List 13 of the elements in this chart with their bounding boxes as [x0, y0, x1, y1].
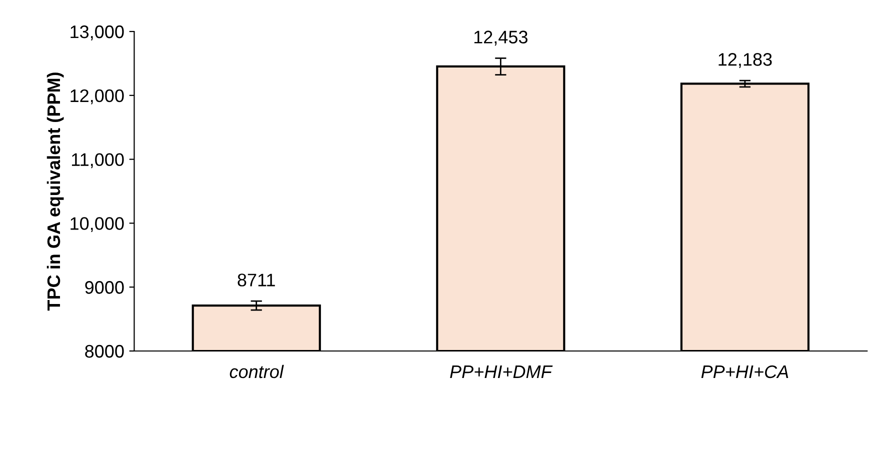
y-tick-label: 9000 — [85, 281, 124, 294]
y-tick-label: 10,000 — [70, 217, 124, 232]
y-tick-label: 12,000 — [70, 89, 124, 104]
y-tick-label: 13,000 — [70, 25, 124, 40]
data-label: 8711 — [238, 274, 275, 286]
y-tick-label: 11,000 — [72, 153, 124, 168]
x-tick-label: PP+HI+DMF — [450, 366, 553, 378]
data-label: 12,453 — [474, 30, 528, 46]
x-tick-label: control — [230, 364, 284, 378]
data-label: 12,183 — [718, 53, 772, 68]
x-tick-label: PP+HI+CA — [701, 365, 788, 378]
y-axis-title: TPC in GA equivalent (PPM) — [46, 72, 64, 311]
y-tick-label: 8000 — [85, 344, 124, 358]
